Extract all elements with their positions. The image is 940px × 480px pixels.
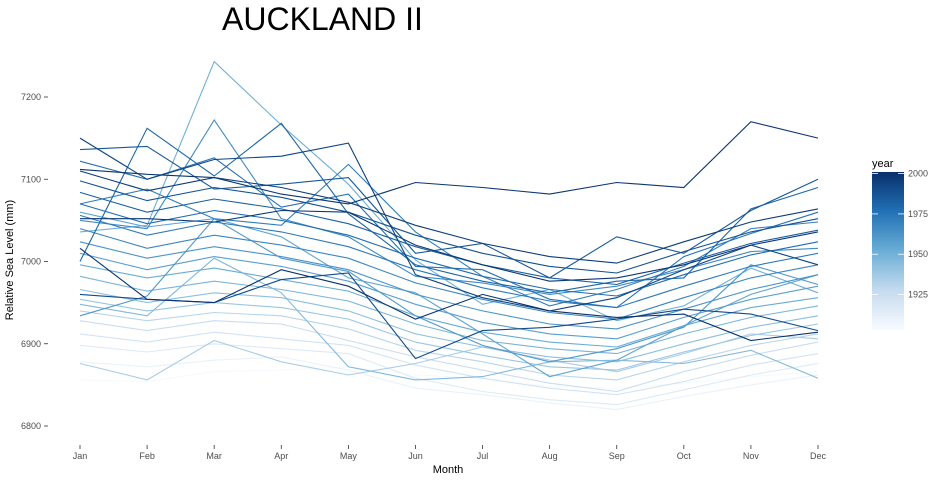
color-legend: year 1925 1950 1975 2000 xyxy=(872,158,928,330)
series-line-1998 xyxy=(80,209,819,282)
legend-colorbar xyxy=(872,172,904,330)
series-line-1953 xyxy=(79,264,819,348)
y-tick-label: 6800 xyxy=(21,421,41,431)
legend-tick-label: 2000 xyxy=(908,169,928,179)
y-tick-label: 7100 xyxy=(21,174,41,184)
y-axis: 6800 6900 7000 7100 7200 xyxy=(21,92,48,431)
series-line-1935 xyxy=(79,333,819,381)
series-line-1973 xyxy=(79,214,819,309)
y-tick-label: 6900 xyxy=(21,339,41,349)
series-line-1956 xyxy=(79,211,819,378)
legend-tick-label: 1925 xyxy=(908,290,928,300)
series-line-1951 xyxy=(79,60,819,322)
legend-title: year xyxy=(872,158,894,170)
series-line-1939 xyxy=(79,298,819,371)
series-layer xyxy=(79,60,819,411)
legend-tick-label: 1975 xyxy=(908,209,928,219)
legend-ticks: 1925 1950 1975 2000 xyxy=(872,169,928,300)
series-line-1963 xyxy=(79,241,819,330)
series-line-1968 xyxy=(79,228,819,320)
x-axis-label: Month xyxy=(433,464,464,476)
x-tick-label: May xyxy=(340,451,358,461)
x-tick-label: Jan xyxy=(73,451,88,461)
series-line-1910 xyxy=(79,356,819,411)
series-line-1948 xyxy=(79,275,819,355)
series-line-1976 xyxy=(79,157,819,309)
series-line-1958 xyxy=(79,252,819,340)
x-tick-label: Dec xyxy=(810,451,827,461)
legend-tick-label: 1950 xyxy=(908,249,928,259)
series-line-1981 xyxy=(79,122,819,294)
x-tick-label: Oct xyxy=(677,451,692,461)
y-tick-label: 7000 xyxy=(21,257,41,267)
y-tick-label: 7200 xyxy=(21,92,41,102)
series-line-1921 xyxy=(79,331,819,396)
series-line-1943 xyxy=(79,288,819,363)
x-tick-label: Apr xyxy=(274,451,288,461)
series-line-1904 xyxy=(79,366,819,389)
x-tick-label: Aug xyxy=(542,451,558,461)
series-line-1931 xyxy=(79,310,819,381)
x-tick-label: Jul xyxy=(477,451,489,461)
series-line-1983 xyxy=(79,191,819,286)
x-tick-label: Mar xyxy=(206,451,222,461)
series-line-1961 xyxy=(79,217,819,363)
x-axis: Jan Feb Mar Apr May Jun Jul Aug Sep Oct Nov Dec xyxy=(73,445,827,461)
series-line-1978 xyxy=(79,203,819,297)
series-line-2000 xyxy=(79,247,819,342)
series-line-1926 xyxy=(79,320,819,393)
series-line-1946 xyxy=(79,257,819,381)
series-line-1994 xyxy=(79,137,819,312)
x-tick-label: Sep xyxy=(609,451,625,461)
y-axis-label: Relative Sea Level (mm) xyxy=(4,200,16,320)
x-tick-label: Jun xyxy=(408,451,423,461)
series-line-1988 xyxy=(79,180,819,274)
x-tick-label: Nov xyxy=(743,451,760,461)
series-line-1916 xyxy=(79,343,819,406)
series-line-1986 xyxy=(79,145,819,279)
series-line-1999 xyxy=(79,121,819,205)
x-tick-label: Feb xyxy=(139,451,155,461)
series-line-1996 xyxy=(79,170,819,264)
chart-title: AUCKLAND II xyxy=(222,1,423,37)
